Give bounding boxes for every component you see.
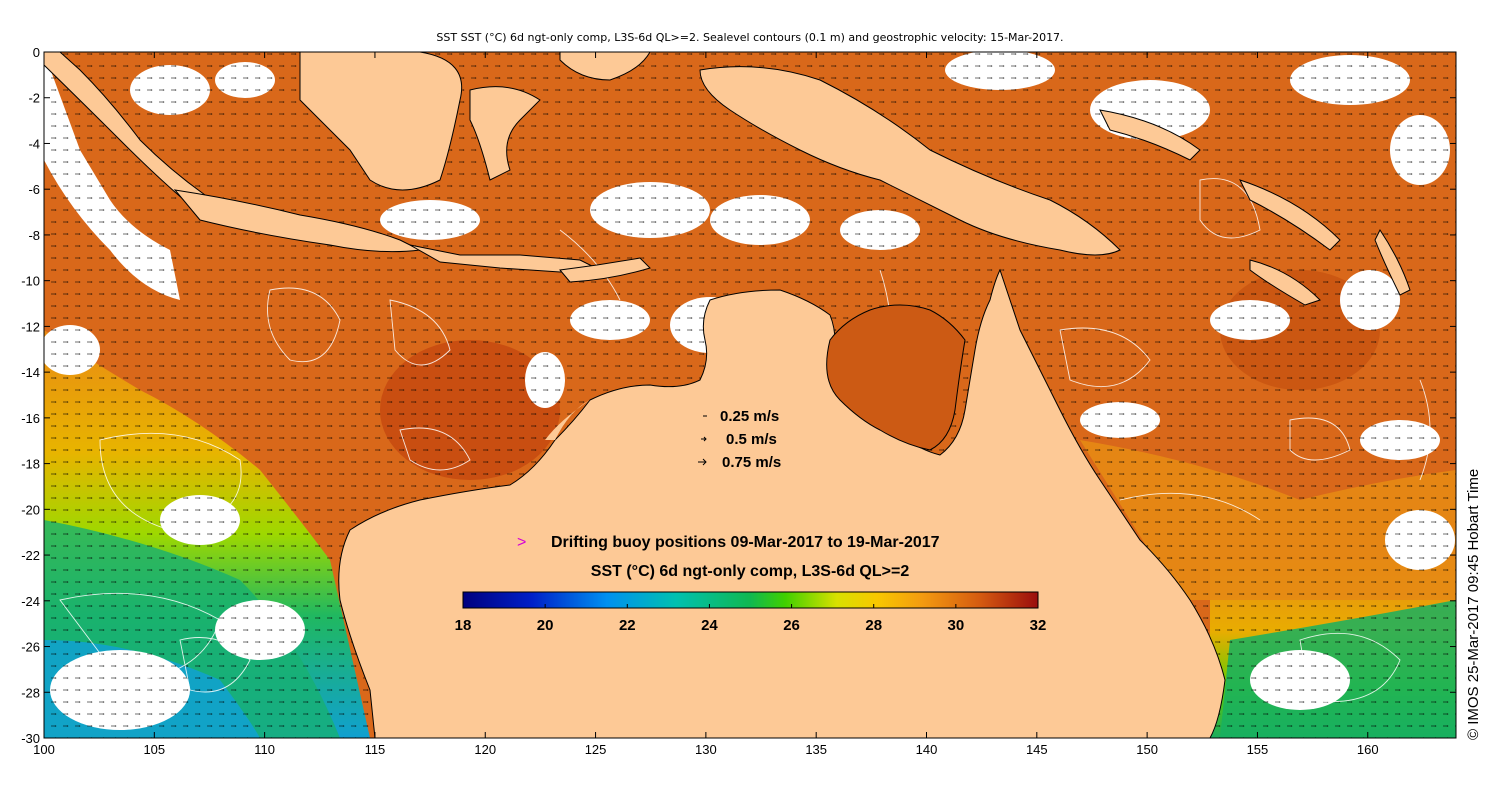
colorbar-tick-label: 22 xyxy=(619,617,636,634)
y-tick-label: -22 xyxy=(21,548,40,563)
buoy-legend: > Drifting buoy positions 09-Mar-2017 to… xyxy=(517,534,940,551)
colorbar-scale xyxy=(462,591,1039,609)
velocity-arrow-icon xyxy=(701,436,707,442)
sealevel-contours xyxy=(59,178,1431,703)
y-tick-label: -14 xyxy=(21,365,40,380)
velocity-arrow-icon xyxy=(698,458,707,466)
land xyxy=(44,52,1411,738)
y-tick-label: -2 xyxy=(28,91,40,106)
y-tick-label: -26 xyxy=(21,640,40,655)
velocity-legend: 0.25 m/s 0.5 m/s 0.75 m/s xyxy=(698,408,781,471)
y-tick-label: -28 xyxy=(21,685,40,700)
colorbar-tick-label: 20 xyxy=(537,617,554,634)
x-axis: 100 105 110 115 120 125 130 135 140 145 150 155 160 xyxy=(33,52,1379,757)
y-tick-label: -24 xyxy=(21,594,40,609)
x-tick-label: 145 xyxy=(1026,742,1048,757)
map-plot-area xyxy=(44,52,1456,738)
gulf-of-carpentaria xyxy=(826,304,966,451)
colorbar-tick-label: 28 xyxy=(865,617,882,634)
colorbar-ticks: 18 20 22 24 26 28 30 32 xyxy=(455,604,1047,634)
x-tick-label: 110 xyxy=(254,742,275,757)
y-tick-label: 0 xyxy=(33,45,40,60)
x-tick-label: 120 xyxy=(474,742,496,757)
plot-frame xyxy=(43,51,1457,739)
velocity-legend-label: 0.75 m/s xyxy=(722,454,781,471)
colorbar-tick-label: 18 xyxy=(455,617,472,634)
colorbar: SST (°C) 6d ngt-only comp, L3S-6d QL>=2 … xyxy=(455,563,1047,634)
velocity-legend-label: 0.5 m/s xyxy=(726,431,777,448)
x-tick-label: 100 xyxy=(33,742,55,757)
colorbar-title: SST (°C) 6d ngt-only comp, L3S-6d QL>=2 xyxy=(591,563,910,580)
x-tick-label: 115 xyxy=(365,742,386,757)
y-tick-label: -30 xyxy=(21,731,40,746)
y-tick-label: -6 xyxy=(28,182,40,197)
x-tick-label: 125 xyxy=(585,742,607,757)
y-tick-label: -8 xyxy=(28,228,40,243)
x-tick-label: 150 xyxy=(1136,742,1158,757)
buoy-legend-label: Drifting buoy positions 09-Mar-2017 to 1… xyxy=(551,534,940,551)
colorbar-tick-label: 26 xyxy=(783,617,800,634)
colorbar-tick-label: 24 xyxy=(701,617,718,634)
y-tick-label: -20 xyxy=(21,502,40,517)
x-tick-label: 130 xyxy=(695,742,717,757)
y-tick-label: -10 xyxy=(21,274,40,289)
y-tick-label: -16 xyxy=(21,411,40,426)
x-tick-label: 155 xyxy=(1247,742,1269,757)
y-tick-label: -18 xyxy=(21,457,40,472)
x-tick-label: 135 xyxy=(805,742,827,757)
timestamp-label: © IMOS 25-Mar-2017 09:45 Hobart Time xyxy=(1465,468,1482,740)
y-axis: 0 -2 -4 -6 -8 -10 -12 -14 -16 -18 -20 -22 -24 -26 -28 -… xyxy=(21,45,1456,746)
colorbar-tick-label: 30 xyxy=(948,617,965,634)
figure-title: SST SST (°C) 6d ngt-only comp, L3S-6d QL… xyxy=(436,31,1064,44)
buoy-marker-icon: > xyxy=(517,534,526,551)
x-tick-label: 160 xyxy=(1357,742,1379,757)
velocity-legend-label: 0.25 m/s xyxy=(720,408,779,425)
y-tick-label: -4 xyxy=(28,136,40,151)
x-tick-label: 105 xyxy=(143,742,165,757)
x-tick-label: 140 xyxy=(916,742,938,757)
colorbar-tick-label: 32 xyxy=(1030,617,1047,634)
y-tick-label: -12 xyxy=(21,319,40,334)
